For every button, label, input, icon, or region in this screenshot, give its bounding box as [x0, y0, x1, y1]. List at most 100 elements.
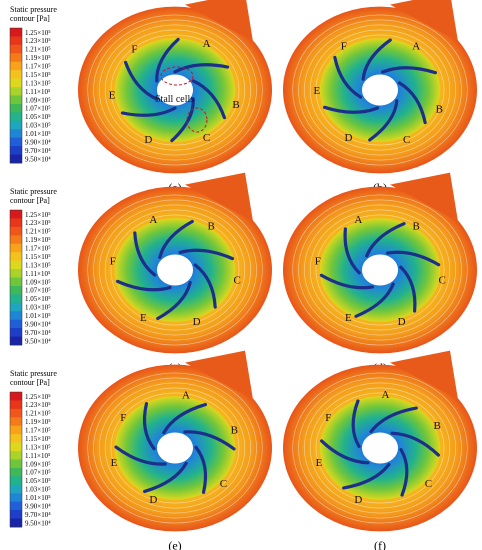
- colorbar-swatch: [10, 218, 22, 228]
- volute-outlet: [185, 172, 253, 222]
- colorbar-tick-label: 1.25×10⁵: [25, 29, 51, 37]
- impeller-blade: [115, 279, 172, 292]
- impeller-blade: [354, 282, 395, 318]
- colorbar-swatch: [10, 243, 22, 253]
- colorbar-swatch: [10, 294, 22, 304]
- colorbar-tick-label: 9.50×10⁴: [25, 155, 51, 163]
- colorbar-swatch: [10, 44, 22, 54]
- impeller-blade: [361, 38, 392, 81]
- impeller-blade: [333, 55, 363, 99]
- blade-label: A: [412, 41, 420, 53]
- streamline: [93, 199, 257, 341]
- colorbar-tick-label: 1.09×10⁵: [25, 96, 51, 104]
- impeller-blade: [320, 439, 370, 465]
- impeller-blade: [133, 231, 157, 277]
- colorbar-swatch: [10, 129, 22, 139]
- colorbar-tick-label: 9.90×10⁴: [25, 138, 51, 146]
- blade-label: A: [149, 214, 157, 226]
- streamline: [304, 24, 456, 156]
- blade-label: F: [110, 256, 116, 268]
- pump-panel: A B C D E F (f): [283, 350, 477, 550]
- streamline: [104, 387, 246, 509]
- colorbar-tick-label: 1.11×10⁵: [25, 452, 51, 460]
- streamline: [315, 392, 445, 504]
- blade-label: B: [231, 424, 238, 436]
- impeller-blade: [397, 81, 427, 125]
- colorbar-units: contour [Pa]: [10, 196, 50, 205]
- impeller-blade: [143, 461, 188, 494]
- colorbar-swatch: [10, 417, 22, 427]
- colorbar-tick-label: 1.13×10⁵: [25, 443, 51, 451]
- impeller-blade: [162, 402, 207, 435]
- colorbar-swatch: [10, 392, 22, 401]
- colorbar-swatch: [10, 459, 22, 469]
- stall-cell-marker: [186, 107, 208, 133]
- impeller-blade: [123, 60, 159, 101]
- colorbar-title: Static pressure: [10, 369, 57, 378]
- impeller-eye: [156, 254, 194, 286]
- impeller-blade: [399, 265, 417, 313]
- colorbar-swatch: [10, 235, 22, 245]
- colorbar-tick-label: 1.17×10⁵: [25, 427, 51, 435]
- blade-label: F: [341, 41, 347, 53]
- colorbar-tick-label: 1.07×10⁵: [25, 105, 51, 113]
- blade-label: E: [313, 85, 320, 97]
- colorbar-swatch: [10, 28, 22, 37]
- colorbar-tick-label: 1.21×10⁵: [25, 46, 51, 54]
- colorbar-tick-label: 9.50×10⁴: [25, 337, 51, 345]
- streamline: [87, 372, 263, 524]
- blade-label: F: [120, 412, 126, 424]
- colorbar-tick-label: 9.70×10⁴: [25, 147, 51, 155]
- colorbar-title: Static pressure: [10, 5, 57, 14]
- impeller-eye: [361, 254, 399, 286]
- streamline: [99, 24, 251, 156]
- colorbar-tick-label: 1.25×10⁵: [25, 211, 51, 219]
- colorbar-units: contour [Pa]: [10, 14, 50, 23]
- impeller-blade: [178, 248, 235, 261]
- colorbar-tick-label: 1.15×10⁵: [25, 71, 51, 79]
- colorbar-tick-label: 1.05×10⁵: [25, 295, 51, 303]
- streamline: [93, 19, 257, 161]
- streamline: [309, 387, 451, 509]
- colorbar-tick-label: 9.90×10⁴: [25, 320, 51, 328]
- volute-outlet: [390, 0, 458, 42]
- colorbar-tick-label: 1.19×10⁵: [25, 54, 51, 62]
- colorbar-title: Static pressure: [10, 187, 57, 196]
- pump-panel: A B C D E F (e): [78, 350, 272, 550]
- stall-cells-label: Stall cells: [155, 94, 194, 105]
- colorbar-frame: [9, 209, 23, 346]
- impeller-blade: [319, 273, 375, 290]
- colorbar-swatch: [10, 442, 22, 452]
- blade-label: D: [149, 494, 157, 506]
- colorbar-tick-label: 1.03×10⁵: [25, 304, 51, 312]
- colorbar-swatch: [10, 510, 22, 519]
- colorbar-tick-label: 1.21×10⁵: [25, 410, 51, 418]
- streamline: [309, 29, 451, 151]
- volute-outlet: [185, 350, 253, 400]
- streamline: [99, 382, 251, 514]
- colorbar-swatch: [10, 137, 22, 147]
- colorbar-swatch: [10, 476, 22, 486]
- colorbar-swatch: [10, 336, 22, 346]
- blade-label: B: [436, 104, 443, 116]
- colorbar-tick-label: 1.07×10⁵: [25, 287, 51, 295]
- colorbar-swatch: [10, 400, 22, 410]
- colorbar-swatch: [10, 36, 22, 46]
- colorbar-swatch: [10, 252, 22, 262]
- blade-label: A: [203, 38, 211, 50]
- colorbar-swatch: [10, 408, 22, 418]
- colorbar-swatch: [10, 277, 22, 287]
- colorbar-tick-label: 1.09×10⁵: [25, 460, 51, 468]
- colorbar-swatch: [10, 493, 22, 503]
- colorbar-swatch: [10, 269, 22, 278]
- impeller-blade: [385, 250, 441, 267]
- colorbar-tick-label: 1.23×10⁵: [25, 37, 51, 45]
- panel-caption: (f): [374, 538, 386, 550]
- impeller-blade: [323, 105, 380, 114]
- colorbar-tick-label: 1.25×10⁵: [25, 393, 51, 401]
- colorbar-tick-label: 1.03×10⁵: [25, 486, 51, 494]
